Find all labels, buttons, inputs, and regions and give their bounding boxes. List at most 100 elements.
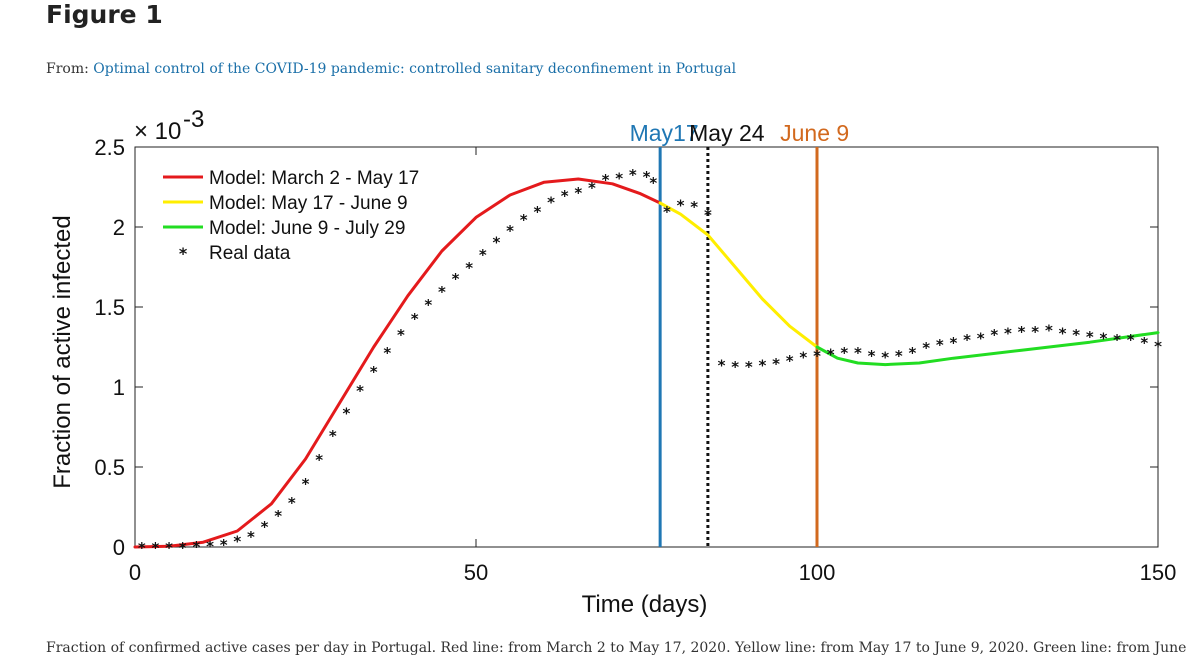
series-line — [133, 177, 662, 549]
data-point: * — [629, 166, 637, 184]
data-point: * — [963, 331, 971, 349]
x-tick-label: 0 — [129, 560, 141, 585]
data-point: * — [438, 283, 446, 301]
data-point: * — [1018, 323, 1026, 341]
data-point: * — [165, 539, 173, 557]
data-point: * — [561, 187, 569, 205]
data-point: * — [827, 345, 835, 363]
data-point: * — [704, 206, 712, 224]
x-tick-label: 150 — [1140, 560, 1177, 585]
data-point: * — [220, 536, 228, 554]
y-tick-label: 2.5 — [94, 135, 125, 160]
data-point: * — [663, 203, 671, 221]
series-line — [815, 331, 1160, 367]
data-point: * — [465, 259, 473, 277]
data-point: * — [602, 171, 610, 189]
data-point: * — [1004, 325, 1012, 343]
vertical-marker-label: May17 — [630, 120, 699, 146]
data-point: * — [547, 193, 555, 211]
vertical-marker-label: June 9 — [780, 120, 849, 146]
data-point: * — [506, 222, 514, 240]
data-point: * — [179, 539, 187, 557]
data-point: * — [745, 358, 753, 376]
series-line — [658, 201, 819, 349]
data-point: * — [949, 334, 957, 352]
y-axis-title: Fraction of active infected — [49, 215, 76, 488]
data-point: * — [1100, 329, 1108, 347]
data-point: * — [493, 233, 501, 251]
data-point: * — [342, 405, 350, 423]
data-point: * — [643, 168, 651, 186]
data-point: * — [206, 537, 214, 555]
data-point: * — [411, 310, 419, 328]
data-point: * — [315, 451, 323, 469]
data-point: * — [1045, 321, 1053, 339]
data-point: * — [799, 349, 807, 367]
plot-border — [134, 146, 1159, 548]
data-point: * — [520, 211, 528, 229]
data-point: * — [649, 174, 657, 192]
data-point: * — [977, 329, 985, 347]
axis-labels: Time (days) Fraction of active infected × … — [49, 106, 707, 618]
data-point: * — [1113, 331, 1121, 349]
data-point: * — [247, 528, 255, 546]
data-point: * — [868, 347, 876, 365]
y-tick-label: 1.5 — [94, 295, 125, 320]
data-point: * — [990, 326, 998, 344]
data-point: * — [786, 352, 794, 370]
figure-caption: Fraction of confirmed active cases per d… — [46, 640, 1186, 656]
data-point: * — [1140, 334, 1148, 352]
data-point: * — [329, 427, 337, 445]
legend-entry-label: Model: March 2 - May 17 — [209, 168, 419, 189]
data-point: * — [138, 539, 146, 557]
legend-entry-label: Real data — [209, 243, 291, 264]
data-point: * — [356, 382, 364, 400]
data-point: * — [759, 357, 767, 375]
data-point: * — [772, 355, 780, 373]
data-point: * — [718, 357, 726, 375]
data-point: * — [1059, 325, 1067, 343]
data-point: * — [233, 533, 241, 551]
data-point: * — [813, 347, 821, 365]
legend-entry-label: Model: May 17 - June 9 — [209, 193, 408, 214]
data-point: * — [1072, 326, 1080, 344]
data-point: * — [533, 203, 541, 221]
data-point: * — [274, 507, 282, 525]
data-point: * — [152, 539, 160, 557]
data-point: * — [383, 344, 391, 362]
data-point: * — [452, 270, 460, 288]
legend: Model: March 2 - May 17 Model: May 17 - J… — [163, 168, 419, 264]
data-point: * — [588, 179, 596, 197]
x-axis-title: Time (days) — [582, 591, 708, 618]
figure-title: Figure 1 — [46, 0, 163, 29]
data-point: * — [895, 347, 903, 365]
data-point: * — [192, 538, 200, 556]
x-tick-label: 50 — [464, 560, 488, 585]
data-point: * — [922, 339, 930, 357]
x-tick-label: 100 — [799, 560, 836, 585]
series-layer: * * * * * * * * * * * * * * * * * * * * * * * * * * * * * * * * * * * * * * * *… — [133, 166, 1162, 557]
legend-swatch: * — [179, 244, 188, 263]
data-point: * — [909, 344, 917, 362]
data-point: * — [881, 349, 889, 367]
source-prefix: From: — [46, 61, 94, 77]
y-tick-label: 2 — [113, 215, 125, 240]
data-point: * — [690, 198, 698, 216]
source-line: From: Optimal control of the COVID-19 pa… — [46, 61, 736, 77]
y-multiplier-exponent: -3 — [183, 106, 204, 133]
data-point: * — [370, 363, 378, 381]
data-point: * — [731, 358, 739, 376]
data-point: * — [1086, 328, 1094, 346]
data-point: * — [677, 197, 685, 215]
y-tick-label: 1 — [113, 375, 125, 400]
data-point: * — [302, 475, 310, 493]
axis-ticks: 0 50 100 150 0 0.5 1 1.5 2 2.5 — [94, 135, 1176, 585]
source-article-link[interactable]: Optimal control of the COVID-19 pandemic… — [93, 61, 737, 77]
data-point: * — [936, 336, 944, 354]
data-point: * — [288, 494, 296, 512]
legend-entry-label: Model: June 9 - July 29 — [209, 218, 405, 239]
data-point: * — [397, 326, 405, 344]
y-tick-label: 0.5 — [94, 455, 125, 480]
